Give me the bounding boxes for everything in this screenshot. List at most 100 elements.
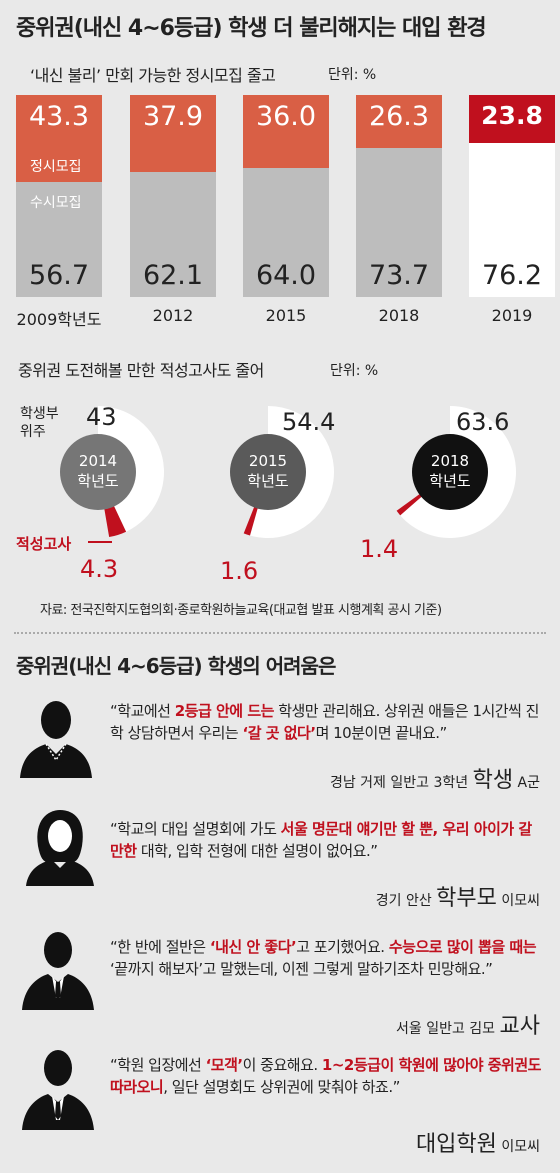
academy-silhouette-icon: [22, 1050, 94, 1130]
parent-silhouette-icon: [26, 810, 94, 886]
bar-1: 37.9 62.1: [130, 95, 216, 297]
attribution-prefix: 경남 거제 일반고 3학년: [329, 775, 473, 791]
donut-year-suffix: 학년도: [77, 472, 119, 490]
quote-segment: 학생만 관리해요. 상위권 애들은 1시간씩 진학 상담하면서 우리는: [110, 702, 539, 742]
attribution-name: A군: [513, 775, 540, 791]
donut-label-aptitude: 적성고사: [16, 535, 72, 553]
quote-attribution: 경기 안산 학부모 이모씨: [376, 880, 540, 912]
donut-center: [60, 434, 136, 510]
bar-segment-jeongsi: [130, 95, 216, 172]
attribution-role: 대입학원: [415, 1132, 497, 1157]
teacher-silhouette-icon: [22, 932, 94, 1010]
donut-year-suffix: 학년도: [429, 472, 471, 490]
difficulty-section-title: 중위권(내신 4~6등급) 학생의 어려움은: [16, 654, 336, 678]
quote-highlight: 2등급 안에 드는: [174, 702, 275, 720]
bar-segment-susi: [16, 182, 102, 297]
bar-value-jeongsi: 43.3: [28, 101, 90, 132]
quote-highlight: 수능으로 많이 뽑을 때는: [388, 938, 537, 956]
bar-0: 43.3 56.7: [16, 95, 102, 297]
bar-category-label: 2019: [491, 306, 533, 325]
attribution-prefix: 서울 일반고 김모: [396, 1021, 500, 1037]
bar-value-susi: 64.0: [255, 260, 317, 291]
quote-segment: “학원 입장에선: [110, 1056, 206, 1074]
quote-highlight: ‘갈 곳 없다’: [242, 724, 317, 742]
bar-segment-jeongsi: [356, 95, 442, 149]
quote-text: “학교의 대입 설명회에 가도 서울 명문대 얘기만 할 뿐, 우리 아이가 갈…: [110, 818, 542, 862]
quote-text: “학교에선 2등급 안에 드는 학생만 관리해요. 상위권 애들은 1시간씩 진…: [110, 700, 542, 744]
bar-label-jeongsi: 정시모집: [30, 159, 82, 175]
bar-value-jeongsi: 23.8: [481, 101, 543, 130]
bar-segment-susi: [469, 143, 555, 297]
quote-segment: “한 반에 절반은: [110, 938, 210, 956]
bar-value-susi: 56.7: [28, 260, 90, 291]
bar-segment-jeongsi: [469, 95, 555, 144]
bar-category-label: 2009학년도: [16, 310, 102, 329]
bar-chart-unit: 단위: %: [328, 67, 377, 83]
attribution-name: 이모씨: [496, 893, 540, 909]
donut-year-label: 2014 학년도: [60, 451, 136, 491]
donut-chart-subtitle: 중위권 도전해볼 만한 적성고사도 줄어: [18, 361, 264, 380]
donut-year-suffix: 학년도: [247, 472, 289, 490]
donut-center: [230, 434, 306, 510]
quote-segment: 이 중요해요.: [242, 1056, 322, 1074]
attribution-name: 이모씨: [496, 1139, 540, 1155]
quote-segment: 며 10분이면 끝내요.”: [315, 724, 448, 742]
bar-segment-susi: [130, 171, 216, 297]
quote-attribution: 서울 일반고 김모 교사: [396, 1008, 540, 1040]
quote-attribution: 대입학원 이모씨: [416, 1126, 540, 1158]
bar-value-susi: 73.7: [368, 260, 430, 291]
quote-segment: 고 포기했어요.: [296, 938, 389, 956]
bar-value-jeongsi: 36.0: [255, 101, 317, 132]
attribution-role: 교사: [499, 1014, 540, 1039]
donut-label-student: 학생부 위주: [20, 406, 59, 440]
donut-value-student: 63.6: [456, 408, 510, 436]
quote-segment: “학교에선: [110, 702, 175, 720]
quote-segment: 대학, 입학 전형에 대한 설명이 없어요.”: [136, 842, 378, 860]
attribution-prefix: 경기 안산: [375, 893, 437, 909]
bar-value-susi: 76.2: [481, 260, 543, 291]
quote-highlight: ‘내신 안 좋다’: [209, 938, 297, 956]
quote-highlight: 서울 명문대 얘기만 할 뿐, 우리 아이가 갈 만한: [110, 820, 532, 860]
donut-year-label: 2018 학년도: [412, 451, 488, 491]
donut-year: 2015: [248, 452, 288, 470]
source-note: 자료: 전국진학지도협의회·종로학원하늘교육(대교협 발표 시행계획 공시 기준…: [40, 603, 442, 618]
donut-year: 2014: [78, 452, 118, 470]
donut-value-aptitude: 1.4: [360, 535, 399, 563]
quote-highlight: 1~2등급이 학원에 많아야 중위권도 따라오니: [110, 1056, 541, 1096]
donut-value-aptitude: 4.3: [80, 555, 119, 583]
donut-value-student: 54.4: [282, 408, 336, 436]
donut-value-aptitude: 1.6: [220, 557, 259, 585]
bar-value-jeongsi: 26.3: [368, 101, 430, 132]
bar-value-susi: 62.1: [142, 260, 204, 291]
quote-attribution: 경남 거제 일반고 3학년 학생 A군: [330, 762, 540, 794]
donut-value-student: 43: [86, 403, 117, 431]
bar-chart-subtitle: ‘내신 불리’ 만회 가능한 정시모집 줄고: [30, 66, 276, 85]
donut-chart-unit: 단위: %: [330, 363, 379, 379]
bar-segment-susi: [356, 148, 442, 297]
bar-segment-jeongsi: [243, 95, 329, 168]
quote-highlight: ‘모객’: [205, 1056, 244, 1074]
bar-category-label: 2018: [378, 306, 420, 325]
bar-category-label: 2012: [152, 306, 194, 325]
bar-4: 23.8 76.2: [469, 95, 555, 297]
attribution-role: 학부모: [436, 886, 497, 911]
donut-center: [412, 434, 488, 510]
bar-segment-susi: [243, 167, 329, 297]
donut-year: 2018: [430, 452, 470, 470]
quote-segment: ‘끝까지 해보자’고 말했는데, 이젠 그렇게 말하기조차 민망해요.”: [110, 960, 493, 978]
donut-charts: [60, 406, 517, 543]
quote-segment: “학교의 대입 설명회에 가도: [110, 820, 281, 838]
bar-segment-jeongsi: [16, 95, 102, 183]
quote-text: “학원 입장에선 ‘모객’이 중요해요. 1~2등급이 학원에 많아야 중위권도…: [110, 1054, 542, 1098]
bar-2: 36.0 64.0: [243, 95, 329, 297]
quote-segment: , 일단 설명회도 상위권에 맞춰야 하죠.”: [163, 1078, 400, 1096]
student-silhouette-icon: [20, 701, 92, 778]
donut-year-label: 2015 학년도: [230, 451, 306, 491]
bar-value-jeongsi: 37.9: [142, 101, 204, 132]
bar-3: 26.3 73.7: [356, 95, 442, 297]
page-title: 중위권(내신 4~6등급) 학생 더 불리해지는 대입 환경: [16, 16, 487, 41]
bar-label-susi: 수시모집: [30, 195, 82, 211]
attribution-role: 학생: [472, 768, 514, 793]
section-divider: [14, 632, 546, 634]
quote-text: “한 반에 절반은 ‘내신 안 좋다’고 포기했어요. 수능으로 많이 뽑을 때…: [110, 936, 542, 980]
